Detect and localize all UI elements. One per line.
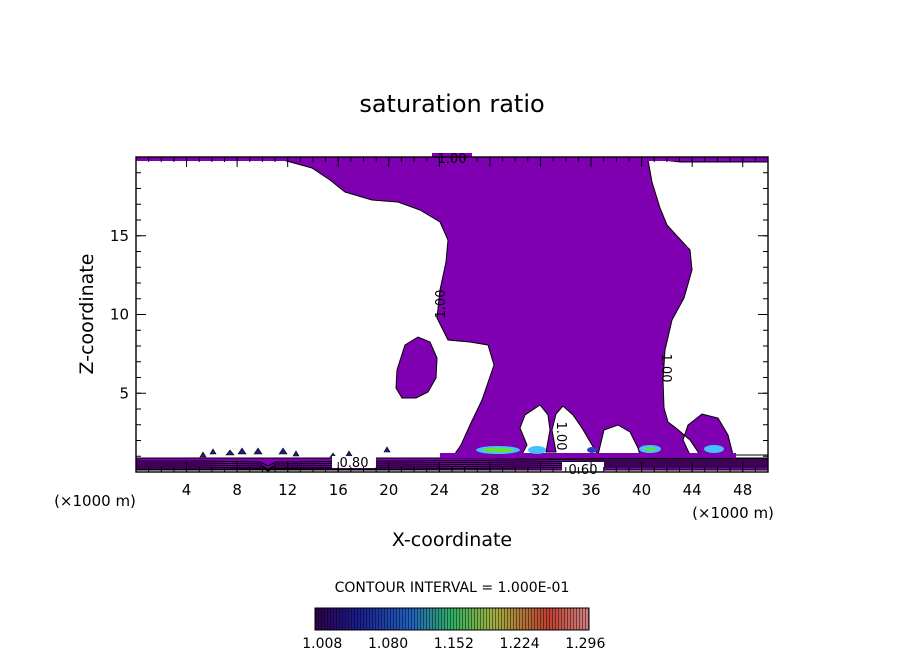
lower-band	[440, 453, 736, 458]
core-2	[528, 446, 546, 454]
colorbar-stripes	[315, 608, 589, 630]
x-unit-left: (×1000 m)	[54, 492, 136, 510]
y-tick-label: 10	[110, 306, 129, 324]
core-3b	[644, 447, 656, 451]
colorbar-ticks: 1.008 1.080 1.152 1.224 1.296	[302, 636, 605, 652]
x-tick-label: 24	[430, 481, 449, 499]
colorbar-tick-label: 1.080	[368, 636, 408, 652]
contour-interval: CONTOUR INTERVAL = 1.000E-01	[335, 580, 570, 596]
surface-specks	[199, 446, 391, 458]
x-tick-label: 12	[278, 481, 297, 499]
core-1b	[482, 447, 514, 453]
y-tick-label: 5	[119, 384, 129, 402]
colorbar-tick-label: 1.296	[565, 636, 605, 652]
x-tick-label: 40	[632, 481, 651, 499]
core-4	[704, 445, 724, 453]
x-tick-label: 8	[232, 481, 242, 499]
x-tick-label: 44	[683, 481, 702, 499]
plot-area	[136, 157, 768, 472]
x-tick-label: 36	[581, 481, 600, 499]
colorbar-tick-label: 1.224	[500, 636, 540, 652]
contour-label-060: 0.60	[569, 463, 598, 478]
y-axis-label: Z-coordinate	[76, 254, 98, 375]
x-tick-label: 16	[329, 481, 348, 499]
colorbar-tick-label: 1.152	[434, 636, 474, 652]
contour-label-left: 1.00	[434, 290, 449, 319]
chart-title: saturation ratio	[359, 90, 544, 118]
saturated-region	[136, 157, 768, 471]
x-tick-label: 32	[531, 481, 550, 499]
x-tick-label: 28	[480, 481, 499, 499]
contour-label-080: 0.80	[340, 456, 369, 471]
x-unit-right: (×1000 m)	[692, 504, 774, 522]
x-axis-label: X-coordinate	[392, 529, 512, 551]
x-tick-label: 4	[182, 481, 192, 499]
contour-label-right: 1.00	[658, 354, 673, 383]
isolated-blob	[395, 336, 438, 399]
x-tick-label: 20	[379, 481, 398, 499]
colorbar-tick-label: 1.008	[302, 636, 342, 652]
contour-label-mid: 1.00	[553, 422, 568, 451]
y-tick-label: 15	[110, 227, 129, 245]
x-tick-label: 48	[733, 481, 752, 499]
core-5	[587, 447, 597, 453]
